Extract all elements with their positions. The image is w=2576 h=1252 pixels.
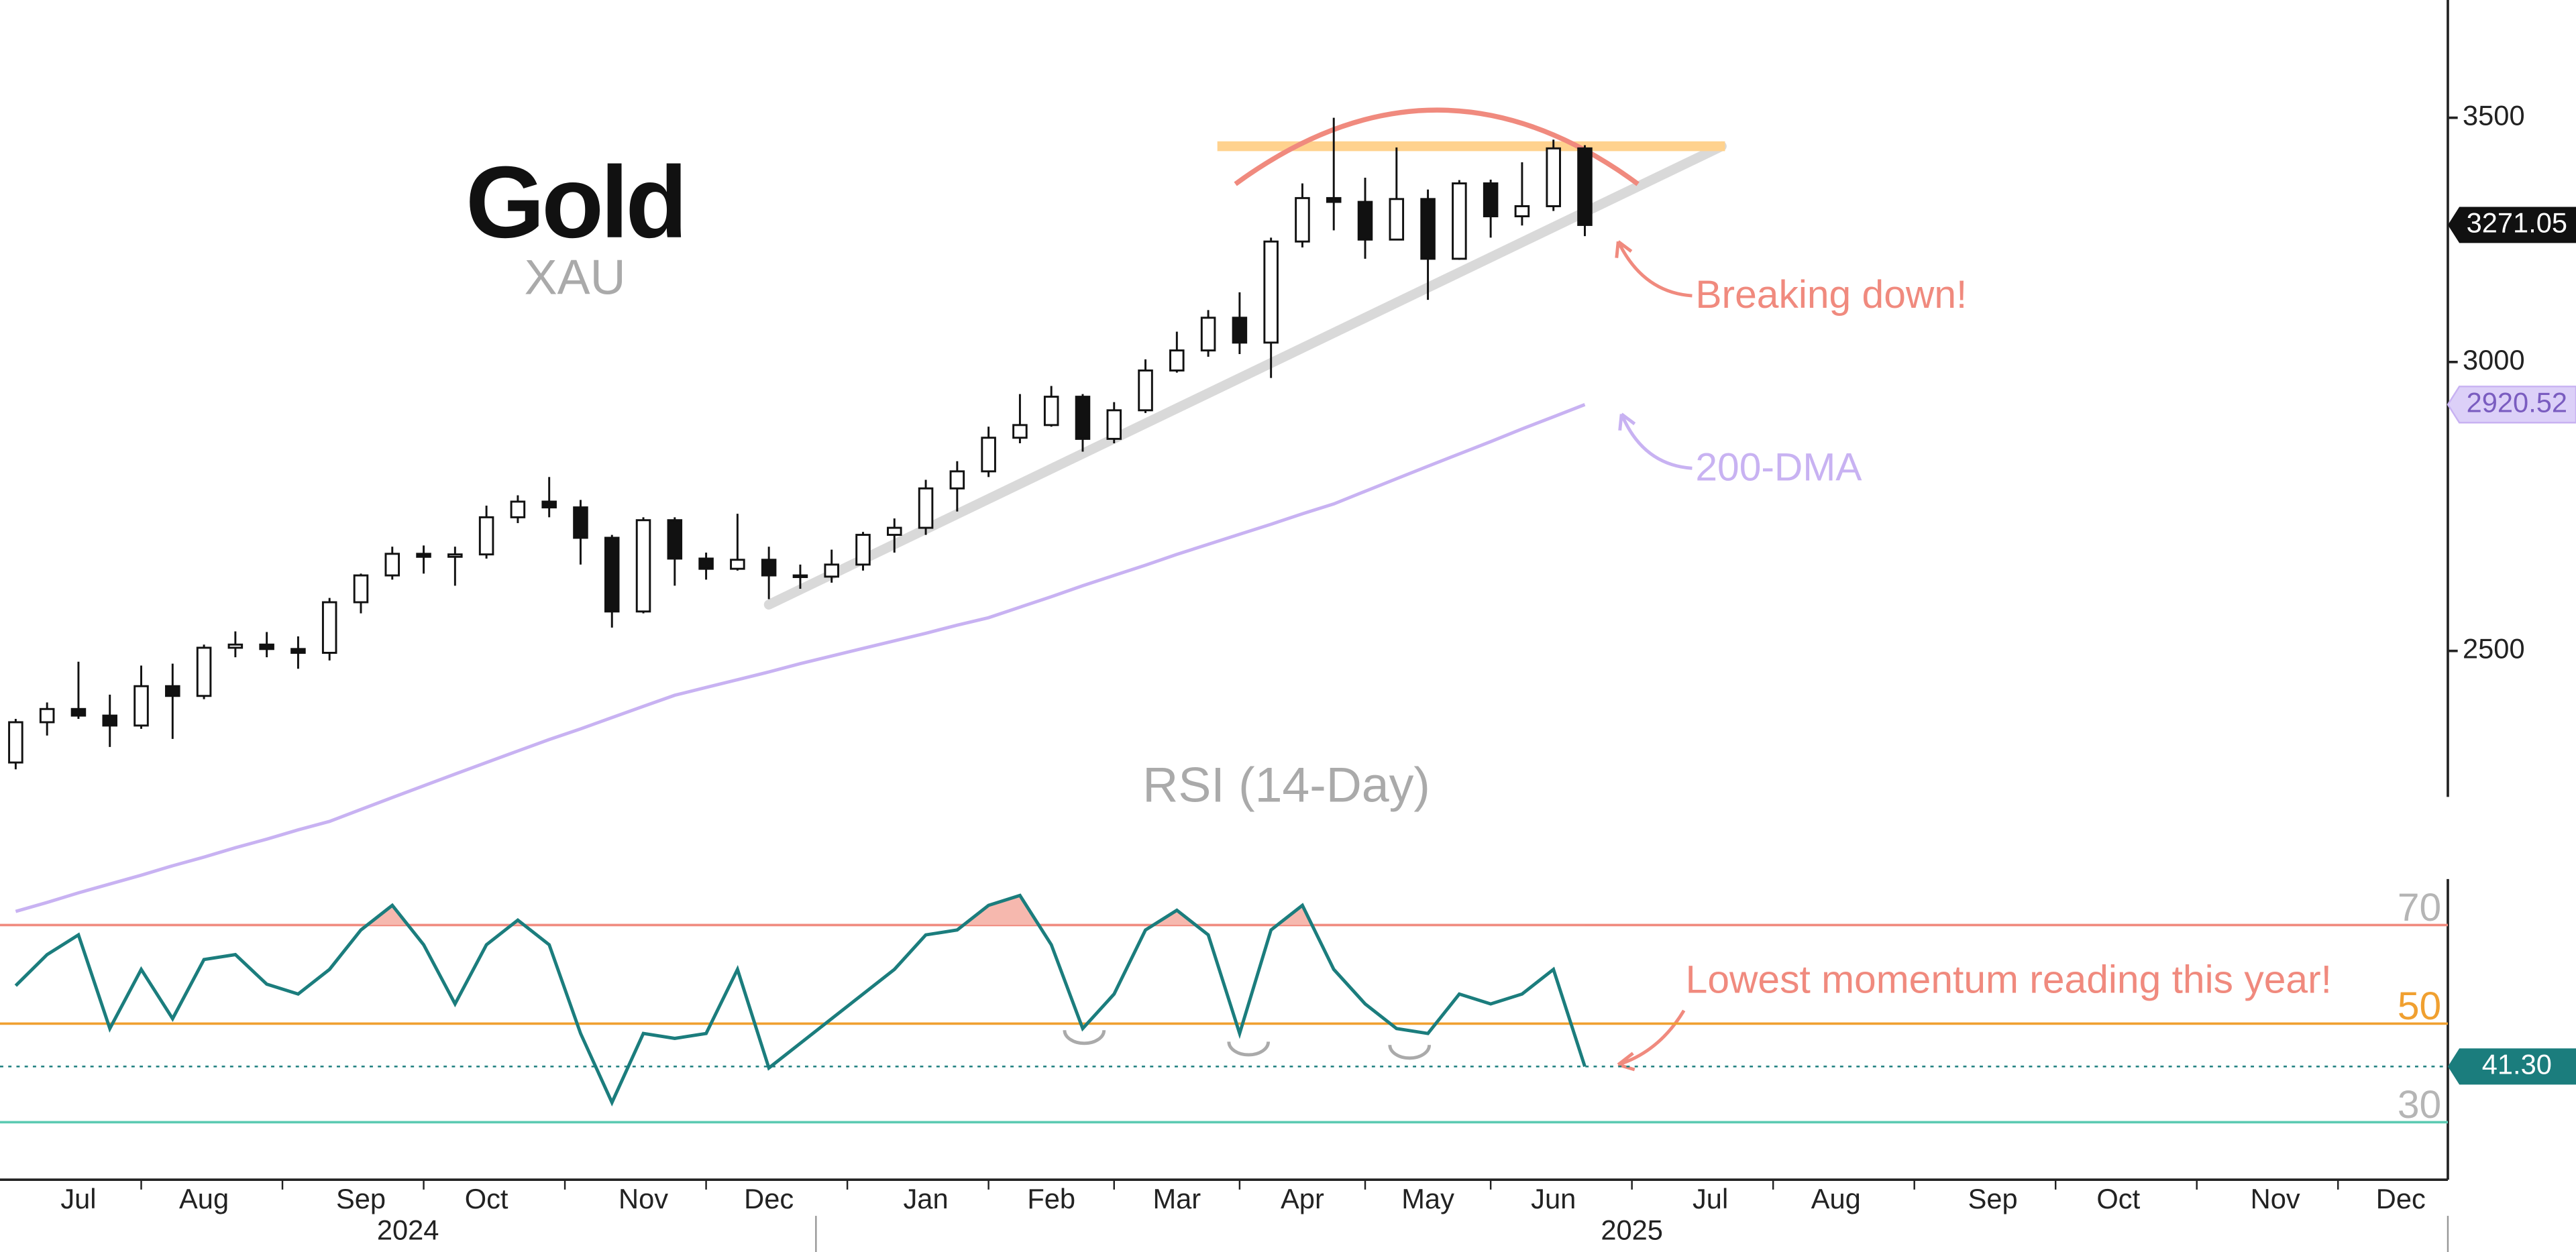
candle-body (39, 707, 55, 724)
x-tick-label: Jan (904, 1183, 949, 1214)
moving-average-line (15, 403, 1586, 913)
dma-label: 200-DMA (1695, 445, 1862, 489)
candle-body (1420, 198, 1436, 260)
last-value-box (2447, 1048, 2576, 1085)
rsi-line (14, 893, 1587, 1106)
x-tick-label: Feb (1027, 1183, 1075, 1214)
candle-body (855, 534, 871, 566)
last-price-label: 3271.05 (2467, 207, 2567, 238)
candle-body (1263, 240, 1279, 344)
x-tick-label: Dec (744, 1183, 794, 1214)
candle-body (1577, 147, 1593, 226)
candle-body (1546, 147, 1561, 207)
candle-body (887, 526, 902, 536)
candle-body (730, 559, 745, 570)
dip-marks (1063, 1030, 1432, 1060)
candle-body (1232, 317, 1248, 344)
arrow (1618, 412, 1693, 470)
candle-body (1357, 201, 1373, 241)
annotation: Lowest momentum reading this year! (1686, 958, 2332, 1002)
y-tick-label: 50 (2398, 984, 2441, 1028)
candle-body (824, 563, 839, 578)
candle-body (447, 553, 463, 558)
x-tick-label: Dec (2376, 1183, 2426, 1214)
x-tick-label: Aug (179, 1183, 229, 1214)
y-tick-label: 3000 (2463, 344, 2525, 376)
candle-body (1169, 349, 1185, 372)
candle-body (761, 559, 777, 577)
x-tick-label: Aug (1811, 1183, 1861, 1214)
candle-body (259, 643, 274, 650)
candle-body (541, 500, 557, 509)
y-tick-label: 70 (2398, 886, 2441, 929)
rsi-title: RSI (14-Day) (1142, 756, 1430, 812)
candle-body (478, 516, 494, 556)
candle-body (196, 646, 212, 697)
candle-body (698, 557, 714, 570)
year-label: 2024 (377, 1214, 439, 1246)
candle-body (918, 487, 934, 529)
candle-body (1295, 196, 1310, 243)
x-tick-label: Nov (2251, 1183, 2300, 1214)
y-tick-label: 3500 (2463, 100, 2525, 131)
candle-body (949, 470, 965, 490)
annotation: Breaking down! (1695, 273, 1967, 317)
x-tick-label: Oct (465, 1183, 508, 1214)
year-label: 2025 (1601, 1214, 1663, 1246)
candle-body (510, 500, 526, 518)
y-tick-label: 2500 (2463, 633, 2525, 665)
candle-body (1326, 196, 1342, 203)
chart-title: Gold (466, 146, 684, 260)
x-tick-label: Apr (1281, 1183, 1324, 1214)
candle-body (667, 519, 683, 560)
candle-body (573, 506, 588, 539)
candle-body (635, 519, 651, 613)
candle-body (227, 643, 244, 649)
candle-body (416, 553, 431, 558)
candle-body (353, 574, 369, 604)
x-tick-label: Jul (60, 1183, 96, 1214)
candle-body (1106, 409, 1122, 440)
arrow (1615, 240, 1693, 298)
last-value-label: 2920.52 (2467, 386, 2567, 418)
last-value-label: 41.30 (2482, 1048, 2552, 1080)
y-tick-label: 30 (2398, 1083, 2441, 1127)
candle-body (165, 685, 180, 697)
candle-body (1483, 182, 1499, 217)
candle-body (384, 553, 400, 577)
candle-body (1200, 317, 1216, 352)
last-price-box (2447, 207, 2576, 243)
x-tick-label: Sep (336, 1183, 386, 1214)
candle-body (102, 714, 118, 727)
candle-body (1043, 396, 1059, 426)
candle-body (1389, 198, 1405, 241)
chart-subtitle: XAU (525, 249, 626, 304)
candle-body (133, 685, 149, 727)
candle-body (321, 601, 337, 654)
candle-body (1075, 396, 1091, 440)
x-tick-label: Jul (1693, 1183, 1728, 1214)
x-tick-label: Oct (2096, 1183, 2140, 1214)
x-tick-label: Mar (1152, 1183, 1201, 1214)
candle-body (1452, 182, 1467, 260)
candle-body (290, 648, 306, 654)
candle-body (981, 437, 996, 473)
x-tick-label: May (1401, 1183, 1454, 1214)
candle-body (70, 707, 87, 717)
last-value-box (2447, 386, 2576, 424)
candle-body (792, 574, 808, 578)
x-tick-label: Sep (1968, 1183, 2018, 1214)
candle-body (604, 536, 620, 613)
candle-body (1514, 205, 1530, 217)
candle-body (1138, 369, 1153, 412)
candle-body (1012, 424, 1028, 439)
x-tick-label: Jun (1531, 1183, 1576, 1214)
candle-body (8, 721, 23, 764)
x-tick-label: Nov (619, 1183, 668, 1214)
